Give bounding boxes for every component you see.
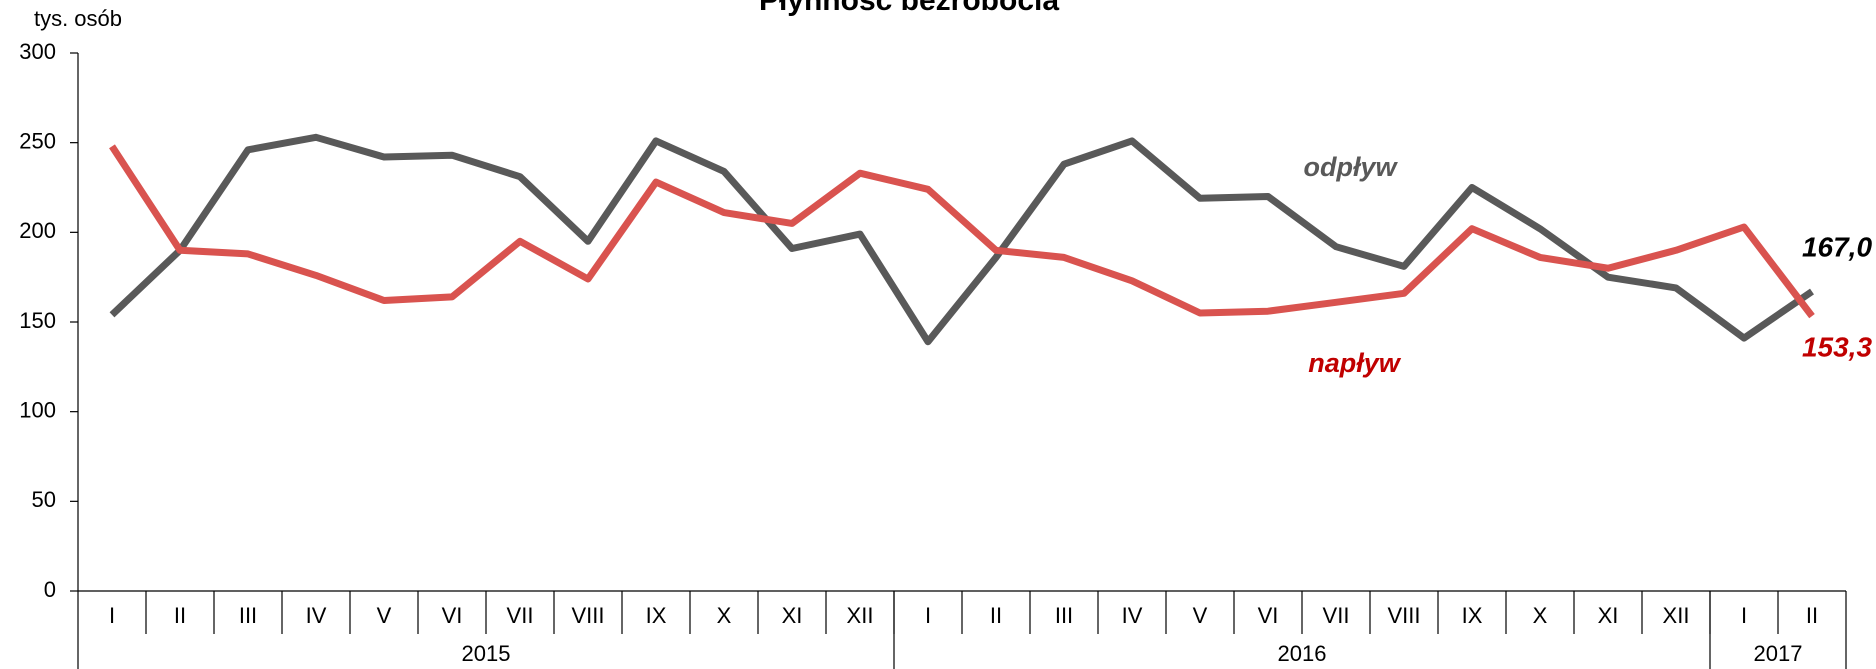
x-tick-label: II (1806, 603, 1818, 628)
x-tick-label: VI (1258, 603, 1279, 628)
data-label: 153,3 (1802, 331, 1872, 362)
x-tick-label: V (377, 603, 392, 628)
x-tick-label: XII (847, 603, 874, 628)
x-tick-label: I (925, 603, 931, 628)
y-tick-label: 0 (44, 577, 56, 602)
series-label: odpływ (1304, 152, 1399, 182)
year-label: 2016 (1278, 641, 1327, 666)
x-tick-label: X (717, 603, 732, 628)
x-tick-label: II (990, 603, 1002, 628)
x-tick-label: VII (1323, 603, 1350, 628)
x-tick-label: I (109, 603, 115, 628)
x-tick-label: XI (1598, 603, 1619, 628)
x-tick-label: VIII (571, 603, 604, 628)
x-tick-label: II (174, 603, 186, 628)
chart-title: Płynność bezrobocia (759, 0, 1059, 17)
x-tick-label: IV (306, 603, 327, 628)
x-tick-label: XI (782, 603, 803, 628)
y-tick-label: 200 (19, 218, 56, 243)
x-tick-label: IX (646, 603, 667, 628)
y-tick-label: 50 (32, 487, 56, 512)
y-tick-label: 250 (19, 128, 56, 153)
y-tick-label: 100 (19, 397, 56, 422)
x-tick-label: VIII (1387, 603, 1420, 628)
x-tick-label: IV (1122, 603, 1143, 628)
year-label: 2015 (462, 641, 511, 666)
x-tick-label: V (1193, 603, 1208, 628)
x-tick-label: XII (1663, 603, 1690, 628)
x-tick-label: III (239, 603, 257, 628)
x-tick-label: VII (507, 603, 534, 628)
y-tick-label: 150 (19, 308, 56, 333)
y-axis-label: tys. osób (34, 6, 122, 31)
x-tick-label: I (1741, 603, 1747, 628)
series-line (109, 144, 1815, 319)
series-label: napływ (1308, 348, 1402, 378)
x-tick-label: X (1533, 603, 1548, 628)
data-label: 167,0 (1802, 231, 1872, 262)
series-line (109, 133, 1814, 346)
x-tick-label: VI (442, 603, 463, 628)
year-label: 2017 (1754, 641, 1803, 666)
y-tick-label: 300 (19, 39, 56, 64)
x-tick-label: III (1055, 603, 1073, 628)
x-tick-label: IX (1462, 603, 1483, 628)
